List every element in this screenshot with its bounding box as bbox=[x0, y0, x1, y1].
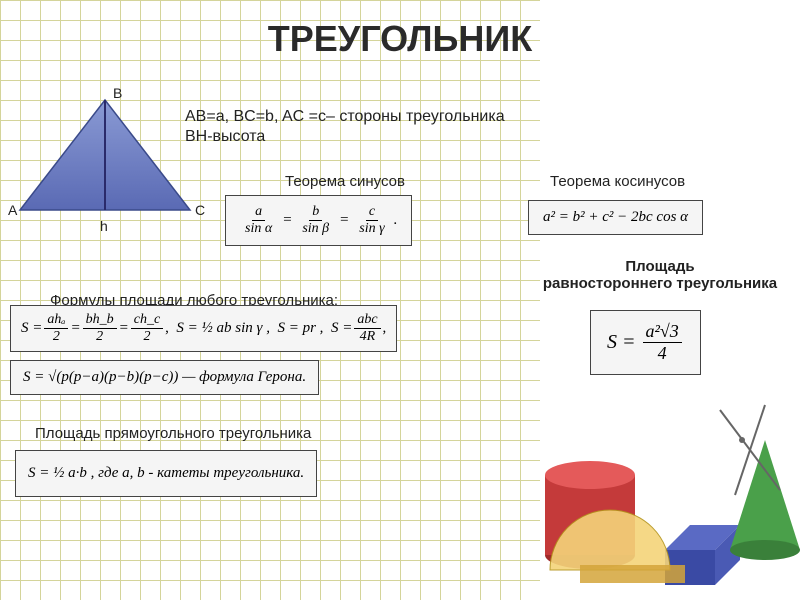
area-right-label: Площадь прямоугольного треугольника bbox=[35, 425, 311, 442]
sides-desc: AB=a, BC=b, AC =c– стороны треугольника bbox=[185, 108, 505, 126]
vertex-c: C bbox=[195, 202, 205, 218]
height-desc: BH-высота bbox=[185, 128, 265, 146]
cosines-label: Теорема косинусов bbox=[550, 173, 685, 190]
page-title: ТРЕУГОЛЬНИК bbox=[0, 18, 800, 60]
area-formulas-1: S = ahₐ2 = bh_b2 = ch_c2 , S = ½ ab sin … bbox=[10, 305, 397, 352]
heron-formula: S = √(p(p−a)(p−b)(p−c)) — формула Герона… bbox=[10, 360, 319, 395]
vertex-b: B bbox=[113, 85, 122, 101]
equilateral-title: Площадь равностороннего треугольника bbox=[540, 258, 780, 292]
sines-formula: asin α = bsin β = csin γ . bbox=[225, 195, 412, 246]
area-right-formula: S = ½ a·b , где a, b - катеты треугольни… bbox=[15, 450, 317, 497]
cosines-formula: a² = b² + c² − 2bc cos α bbox=[528, 200, 703, 235]
height-label: h bbox=[100, 218, 108, 234]
vertex-a: A bbox=[8, 202, 17, 218]
area-equilateral-formula: S = a²√3 4 bbox=[590, 310, 701, 375]
geometry-decoration bbox=[520, 370, 800, 600]
triangle-diagram bbox=[15, 95, 195, 235]
sines-label: Теорема синусов bbox=[285, 173, 405, 190]
